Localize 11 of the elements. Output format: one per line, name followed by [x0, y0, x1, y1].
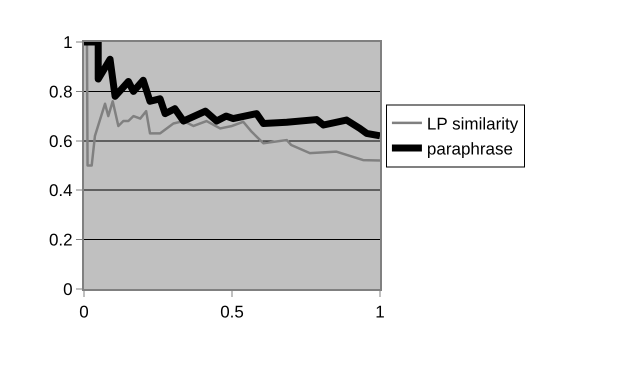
- y-tick-label: 0: [63, 280, 73, 299]
- x-tick-label: 0.5: [220, 302, 244, 322]
- x-tick-label: 1: [375, 302, 385, 322]
- y-tick-label: 0.8: [48, 82, 73, 102]
- y-tick-label: 0.6: [48, 132, 73, 151]
- legend-label: paraphrase: [426, 140, 513, 159]
- y-tick-label: 1: [63, 32, 73, 52]
- x-tick-label: 0: [79, 302, 89, 322]
- legend-label: LP similarity: [426, 114, 519, 134]
- y-tick-label: 0.2: [48, 230, 73, 250]
- y-tick-label: 0.4: [48, 181, 73, 200]
